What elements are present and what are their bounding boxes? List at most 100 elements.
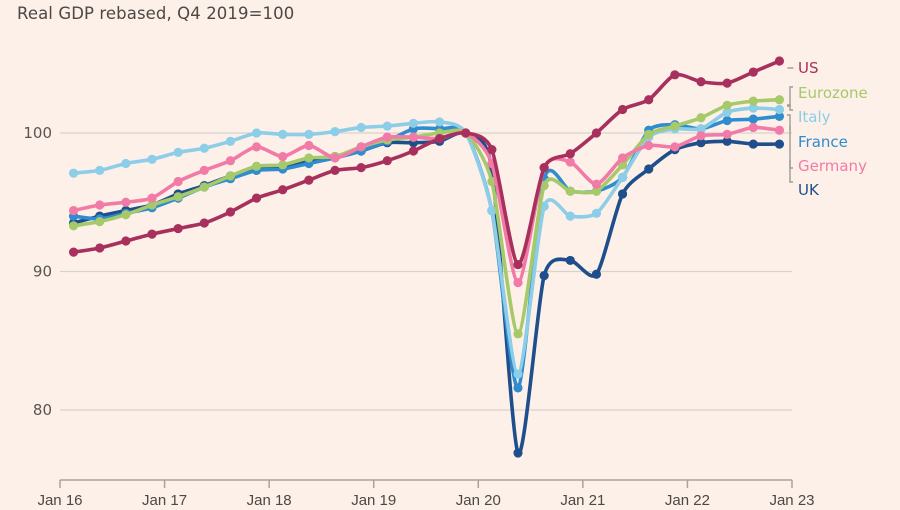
point-italy-2017Q1 xyxy=(173,147,183,157)
point-italy-2017Q2 xyxy=(199,143,209,153)
point-us-2019Q2 xyxy=(408,146,419,156)
point-us-2021Q2 xyxy=(617,104,628,115)
point-italy-2022Q2 xyxy=(722,107,732,117)
point-eurozone-2022Q1 xyxy=(696,113,706,123)
point-us-2017Q4 xyxy=(251,193,262,203)
point-us-2017Q3 xyxy=(225,207,236,217)
point-us-2016Q2 xyxy=(95,243,105,253)
point-germany-2018Q4 xyxy=(356,142,366,152)
point-us-2020Q1 xyxy=(487,145,497,155)
point-us-2018Q3 xyxy=(330,165,340,175)
point-italy-2016Q3 xyxy=(121,158,131,169)
point-uk-2020Q3 xyxy=(539,271,549,281)
point-us-2022Q3 xyxy=(748,67,758,77)
point-italy-2016Q2 xyxy=(95,165,105,175)
y-tick-label: 100 xyxy=(23,124,52,142)
point-germany-2021Q3 xyxy=(644,140,654,151)
point-italy-2018Q2 xyxy=(304,129,314,139)
point-germany-2017Q1 xyxy=(173,176,183,187)
point-germany-2022Q3 xyxy=(748,122,758,133)
series-lines xyxy=(68,56,785,458)
point-us-2021Q3 xyxy=(644,95,654,105)
x-tick-label: Jan 23 xyxy=(769,492,814,509)
point-italy-2016Q1 xyxy=(68,168,79,178)
x-tick-label: Jan 18 xyxy=(247,492,292,509)
point-france-2020Q2 xyxy=(513,383,523,393)
point-france-2022Q4 xyxy=(774,111,785,121)
point-eurozone-2018Q2 xyxy=(304,153,314,163)
legend-label-uk: UK xyxy=(798,181,820,199)
point-germany-2016Q3 xyxy=(121,197,131,207)
point-us-2019Q4 xyxy=(461,128,471,138)
point-italy-2017Q3 xyxy=(225,136,236,146)
point-uk-2022Q1 xyxy=(696,138,706,148)
legend-leader-eurozone xyxy=(787,86,793,107)
point-germany-2021Q4 xyxy=(670,142,680,152)
legend-label-us: US xyxy=(798,59,819,77)
legend-label-germany: Germany xyxy=(798,157,867,175)
line-us xyxy=(71,59,782,267)
point-us-2017Q1 xyxy=(173,223,183,234)
point-italy-2022Q1 xyxy=(696,124,706,134)
point-italy-2019Q2 xyxy=(408,118,419,128)
point-italy-2016Q4 xyxy=(147,154,157,164)
point-italy-2020Q2 xyxy=(513,369,523,379)
point-us-2018Q1 xyxy=(278,185,288,195)
point-us-2019Q3 xyxy=(434,133,445,144)
point-italy-2020Q1 xyxy=(487,205,497,216)
point-uk-2022Q3 xyxy=(748,139,758,149)
point-uk-2021Q2 xyxy=(617,189,628,199)
point-eurozone-2020Q2 xyxy=(513,329,523,339)
point-eurozone-2017Q1 xyxy=(173,192,183,202)
point-eurozone-2021Q1 xyxy=(591,186,602,196)
point-germany-2016Q2 xyxy=(95,200,105,210)
point-germany-2020Q4 xyxy=(565,157,575,167)
point-germany-2017Q4 xyxy=(251,142,262,152)
point-us-2022Q4 xyxy=(774,56,785,66)
y-axis-ticks: 80 90 100 xyxy=(23,124,52,419)
point-eurozone-2017Q4 xyxy=(251,161,262,171)
point-us-2018Q4 xyxy=(356,163,366,173)
point-uk-2021Q3 xyxy=(644,164,654,174)
point-eurozone-2018Q1 xyxy=(278,160,288,170)
point-us-2022Q1 xyxy=(696,77,706,87)
chart-subtitle: Real GDP rebased, Q4 2019=100 xyxy=(17,4,295,23)
x-tick-label: Jan 16 xyxy=(37,492,82,509)
line-eurozone xyxy=(71,97,782,336)
point-italy-2018Q4 xyxy=(356,122,366,133)
point-eurozone-2016Q2 xyxy=(95,217,105,227)
point-uk-2022Q2 xyxy=(722,136,732,146)
point-italy-2019Q3 xyxy=(434,117,445,127)
point-france-2022Q2 xyxy=(722,115,732,126)
point-us-2020Q4 xyxy=(565,149,575,159)
point-eurozone-2016Q4 xyxy=(147,200,157,210)
point-us-2020Q2 xyxy=(513,259,523,270)
point-germany-2019Q2 xyxy=(408,132,419,142)
legend-label-eurozone: Eurozone xyxy=(798,84,868,102)
x-tick-label: Jan 20 xyxy=(456,492,501,509)
x-tick-label: Jan 21 xyxy=(560,492,605,509)
point-us-2020Q3 xyxy=(539,163,549,173)
point-us-2016Q3 xyxy=(121,236,131,246)
point-germany-2018Q2 xyxy=(304,140,314,151)
point-eurozone-2020Q4 xyxy=(565,186,575,196)
point-germany-2022Q2 xyxy=(722,129,732,139)
point-germany-2021Q1 xyxy=(591,179,602,189)
point-eurozone-2017Q2 xyxy=(199,182,209,192)
y-tick-label: 80 xyxy=(33,401,52,419)
point-italy-2022Q4 xyxy=(774,104,785,115)
point-germany-2021Q2 xyxy=(617,153,628,163)
point-uk-2020Q2 xyxy=(513,448,523,458)
point-germany-2020Q2 xyxy=(513,277,523,288)
point-germany-2018Q1 xyxy=(278,151,288,162)
legend-leader-france xyxy=(787,114,791,130)
point-italy-2021Q2 xyxy=(617,172,628,182)
point-italy-2018Q1 xyxy=(278,129,288,139)
point-italy-2021Q1 xyxy=(591,208,602,218)
point-italy-2018Q3 xyxy=(330,127,340,137)
legend: US Eurozone Italy France Germany UK xyxy=(787,59,868,199)
point-italy-2019Q1 xyxy=(382,121,392,131)
legend-leader-uk xyxy=(789,160,793,183)
